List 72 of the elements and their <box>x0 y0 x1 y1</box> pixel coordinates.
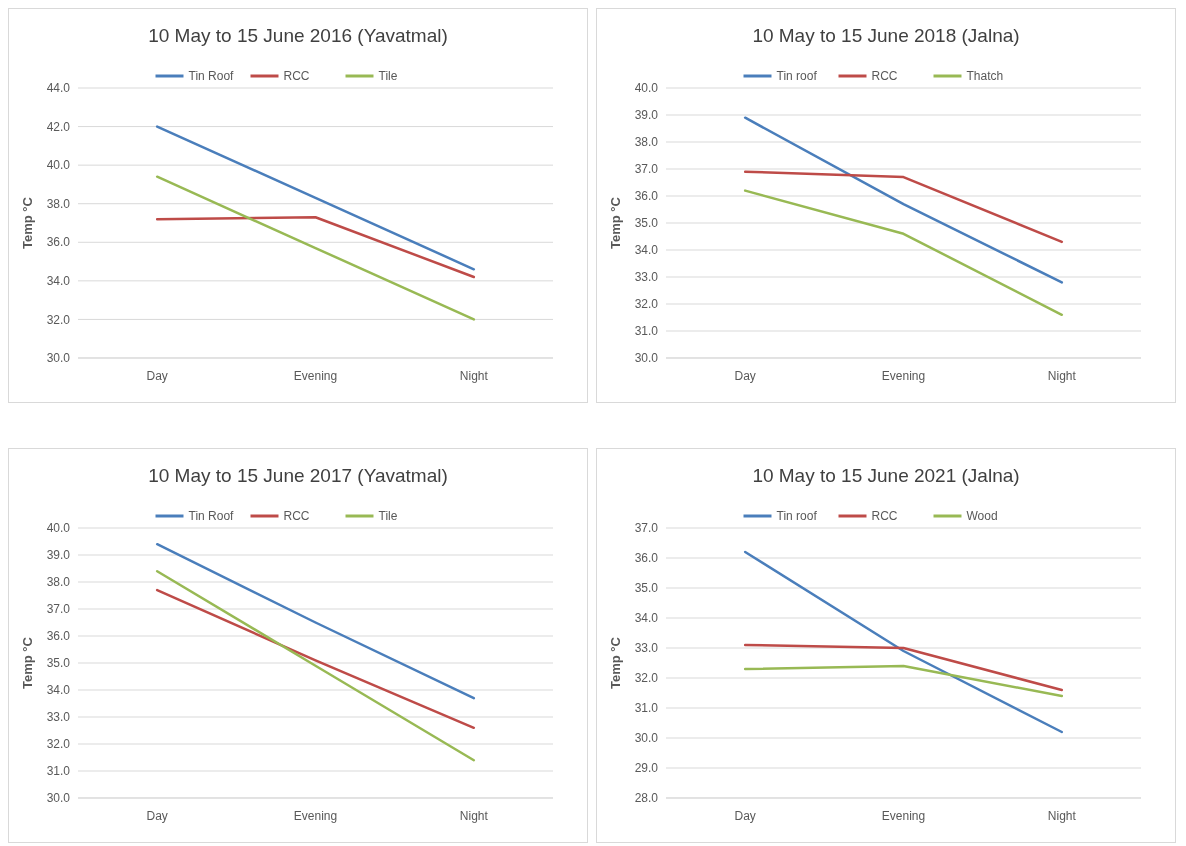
y-tick-label: 30.0 <box>634 731 659 746</box>
x-tick-label: Evening <box>293 369 338 383</box>
y-tick-label: 31.0 <box>634 324 659 339</box>
legend-label: RCC <box>871 509 898 523</box>
legend-label: RCC <box>871 69 898 83</box>
y-tick-label: 33.0 <box>46 710 71 725</box>
x-tick-label: Evening <box>881 369 926 383</box>
y-tick-label: 40.0 <box>46 158 71 173</box>
y-tick-label: 39.0 <box>634 108 659 123</box>
x-tick-label: Night <box>1047 369 1077 383</box>
y-axis-title: Temp °C <box>608 636 623 689</box>
y-tick-label: 32.0 <box>46 312 71 327</box>
y-tick-label: 31.0 <box>634 701 659 716</box>
legend-label: Tin Roof <box>188 69 235 83</box>
y-axis-title: Temp °C <box>20 636 35 689</box>
y-tick-label: 38.0 <box>46 575 71 590</box>
y-tick-label: 32.0 <box>634 297 659 312</box>
y-tick-label: 32.0 <box>634 671 659 686</box>
y-tick-label: 34.0 <box>46 683 71 698</box>
legend-label: Thatch <box>966 69 1004 83</box>
y-tick-label: 30.0 <box>634 351 659 366</box>
y-tick-label: 44.0 <box>46 81 71 96</box>
y-tick-label: 35.0 <box>634 216 659 231</box>
legend-label: Wood <box>966 509 998 523</box>
y-tick-label: 30.0 <box>46 791 71 806</box>
y-tick-label: 39.0 <box>46 548 71 563</box>
y-tick-label: 37.0 <box>634 162 659 177</box>
y-tick-label: 40.0 <box>46 521 71 536</box>
legend-label: Tin roof <box>776 69 818 83</box>
x-tick-label: Night <box>1047 809 1077 823</box>
y-tick-label: 34.0 <box>634 611 659 626</box>
y-tick-label: 31.0 <box>46 764 71 779</box>
chart-title: 10 May to 15 June 2021 (Jalna) <box>752 465 1020 486</box>
x-tick-label: Night <box>459 369 489 383</box>
y-tick-label: 36.0 <box>634 189 659 204</box>
legend-label: RCC <box>283 69 310 83</box>
y-tick-label: 38.0 <box>46 196 71 211</box>
y-axis-title: Temp °C <box>20 196 35 249</box>
x-tick-label: Night <box>459 809 489 823</box>
chart-title: 10 May to 15 June 2016 (Yavatmal) <box>148 25 448 46</box>
y-tick-label: 36.0 <box>46 235 71 250</box>
x-tick-label: Day <box>146 369 168 383</box>
y-tick-label: 37.0 <box>46 602 71 617</box>
y-tick-label: 36.0 <box>46 629 71 644</box>
legend-label: Tile <box>378 69 398 83</box>
x-tick-label: Evening <box>881 809 926 823</box>
y-tick-label: 34.0 <box>46 274 71 289</box>
x-tick-label: Day <box>146 809 168 823</box>
x-tick-label: Evening <box>293 809 338 823</box>
y-tick-label: 42.0 <box>46 119 71 134</box>
y-tick-label: 37.0 <box>634 521 659 536</box>
chart-title: 10 May to 15 June 2017 (Yavatmal) <box>148 465 448 486</box>
y-tick-label: 40.0 <box>634 81 659 96</box>
y-tick-label: 36.0 <box>634 551 659 566</box>
y-tick-label: 34.0 <box>634 243 659 258</box>
x-tick-label: Day <box>734 369 756 383</box>
x-tick-label: Day <box>734 809 756 823</box>
legend-label: Tile <box>378 509 398 523</box>
y-tick-label: 35.0 <box>46 656 71 671</box>
y-tick-label: 38.0 <box>634 135 659 150</box>
legend-label: Tin Roof <box>188 509 235 523</box>
y-tick-label: 32.0 <box>46 737 71 752</box>
y-tick-label: 30.0 <box>46 351 71 366</box>
y-tick-label: 29.0 <box>634 761 659 776</box>
legend-label: RCC <box>283 509 310 523</box>
y-tick-label: 35.0 <box>634 581 659 596</box>
y-tick-label: 28.0 <box>634 791 659 806</box>
y-tick-label: 33.0 <box>634 641 659 656</box>
y-tick-label: 33.0 <box>634 270 659 285</box>
y-axis-title: Temp °C <box>608 196 623 249</box>
chart-title: 10 May to 15 June 2018 (Jalna) <box>752 25 1020 46</box>
legend-label: Tin roof <box>776 509 818 523</box>
